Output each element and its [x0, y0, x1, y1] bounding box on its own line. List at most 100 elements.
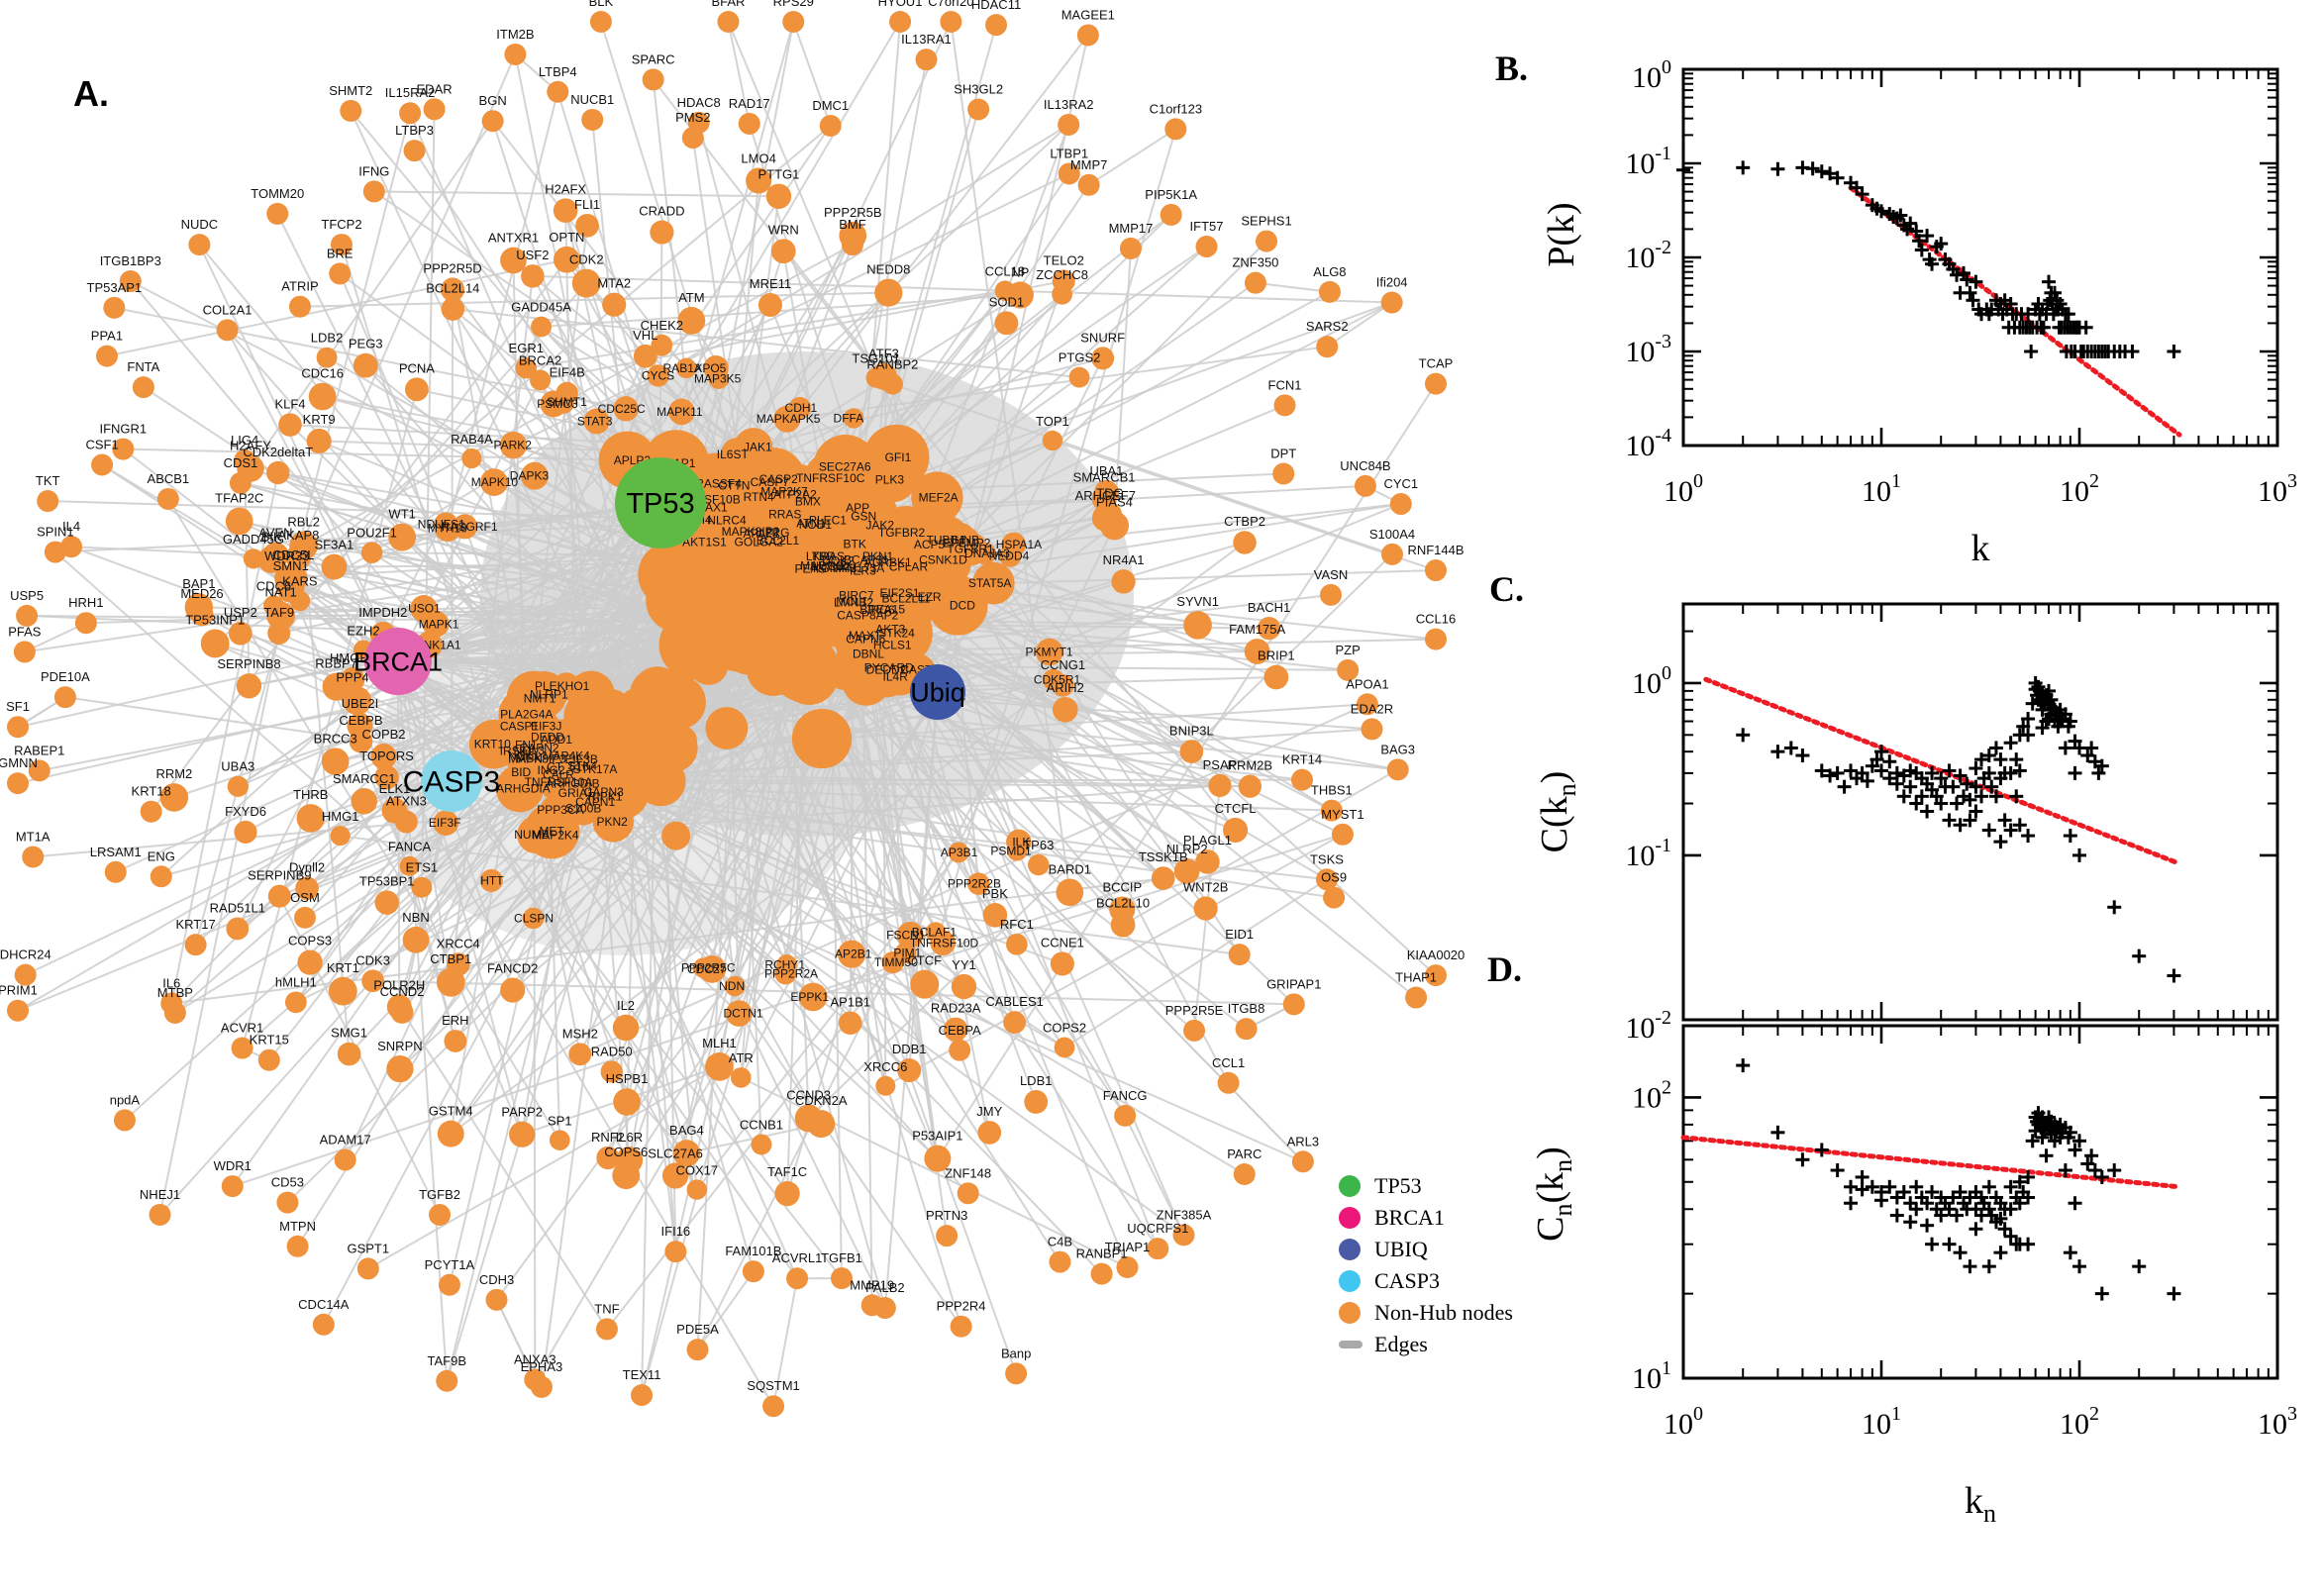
network-edge	[1122, 768, 1399, 926]
fit-line	[1680, 1135, 2182, 1190]
gene-label: OSM	[290, 890, 320, 905]
network-node	[1091, 347, 1115, 370]
network-edge	[214, 125, 832, 645]
gene-label: BLK	[589, 0, 614, 9]
network-node	[540, 794, 570, 826]
network-node	[1042, 430, 1063, 451]
network-edge	[158, 633, 280, 1216]
network-edge	[33, 809, 556, 858]
gene-label: PIM1	[893, 947, 921, 960]
gene-label: EZH2	[347, 624, 379, 639]
gene-label: NOD1	[799, 518, 833, 532]
gene-label: FXYD6	[225, 804, 266, 819]
network-node	[1291, 1150, 1314, 1173]
network-node	[13, 641, 36, 663]
network-node	[347, 713, 373, 740]
network-node	[1058, 162, 1080, 185]
gene-label: GRIPAP1	[1266, 976, 1321, 991]
network-node	[949, 1039, 971, 1061]
gene-label: SH3GL2	[954, 82, 1003, 97]
network-edge	[532, 274, 1392, 304]
gene-label: CASP1	[500, 720, 540, 734]
network-node	[630, 669, 678, 718]
network-node	[1193, 896, 1218, 921]
network-node	[911, 471, 963, 524]
network-node	[1425, 559, 1447, 582]
gene-label: BRE	[327, 246, 354, 260]
gene-label: FAM173A	[833, 561, 885, 575]
network-node	[705, 707, 749, 749]
network-node	[340, 666, 365, 692]
gene-label: TFCP2	[321, 217, 361, 232]
gene-label: ARIH2	[1047, 680, 1084, 695]
network-node	[91, 453, 114, 476]
gene-label: ETS1	[406, 860, 439, 875]
network-node	[374, 764, 399, 790]
gene-label: CDC25C	[598, 402, 646, 416]
network-edge	[558, 780, 1335, 899]
panel-c-label: C.	[1489, 569, 1524, 609]
network-nodes	[7, 11, 1447, 1418]
gene-label: USF2	[516, 248, 549, 262]
gene-label: NDUFS1	[418, 518, 465, 532]
network-node	[159, 783, 189, 812]
gene-label: ATXN3	[386, 794, 427, 809]
network-node	[112, 438, 135, 460]
network-node	[402, 926, 430, 953]
panel-c-plot: 100 10-1 10-2 C(kn)	[1534, 602, 2279, 1045]
network-node	[361, 969, 384, 993]
network-node	[589, 11, 612, 33]
gene-label: WT1	[388, 507, 415, 522]
gene-label: CDC14A	[298, 1297, 350, 1312]
gene-label: ATN1	[796, 516, 826, 530]
scatter-points	[1736, 1058, 2181, 1301]
gene-label: EGR1	[509, 341, 544, 355]
gene-label: TNF	[594, 1301, 619, 1316]
gene-label: IFT57	[1190, 219, 1224, 234]
network-node	[1093, 480, 1120, 506]
gene-label: WNT2B	[1183, 879, 1229, 894]
gene-label: PPP2R5E	[1165, 1003, 1224, 1018]
legend-label: UBIQ	[1374, 1237, 1428, 1261]
network-node	[149, 1203, 171, 1226]
gene-label: MYST1	[1321, 807, 1364, 822]
gene-label: ARHGDIA	[496, 781, 551, 795]
network-node	[1405, 986, 1428, 1009]
gene-label: TUBG1	[927, 534, 966, 548]
gene-label: ARL3	[1287, 1134, 1320, 1148]
gene-label: KLF4	[274, 396, 305, 411]
network-node	[1119, 237, 1142, 259]
gene-label: MAPK10	[471, 475, 519, 489]
network-node	[1356, 693, 1378, 716]
gene-label: CEBPA	[939, 1023, 981, 1038]
network-node	[642, 68, 664, 91]
network-node	[905, 527, 972, 593]
gene-label: PARC	[1227, 1147, 1262, 1161]
network-node	[994, 311, 1019, 336]
network-node	[1273, 394, 1296, 417]
network-node	[423, 98, 446, 121]
network-node	[869, 649, 905, 685]
gene-label: PPP2R5B	[824, 205, 882, 220]
gene-label: CDKN2A	[795, 1093, 848, 1108]
gene-label: STK24	[878, 626, 915, 640]
network-node	[957, 1182, 979, 1205]
network-edge	[198, 244, 567, 687]
network-node	[852, 534, 896, 579]
network-node	[1323, 886, 1346, 909]
gene-label: COL2A1	[203, 302, 252, 317]
network-node	[14, 963, 37, 986]
network-node	[113, 1109, 136, 1132]
network-node	[834, 639, 886, 691]
gene-label: LMNB2	[834, 595, 873, 609]
network-node	[738, 112, 760, 135]
network-node	[405, 377, 429, 402]
y-tick-label: 102	[1632, 1076, 1671, 1114]
network-node	[1244, 639, 1270, 664]
network-edge	[567, 782, 1063, 965]
gene-label: CTCFL	[1215, 801, 1257, 816]
network-edge	[883, 691, 939, 1309]
gene-label: PCNA	[399, 360, 435, 375]
network-node	[480, 468, 508, 496]
gene-label: PLA2G4A	[500, 707, 553, 721]
